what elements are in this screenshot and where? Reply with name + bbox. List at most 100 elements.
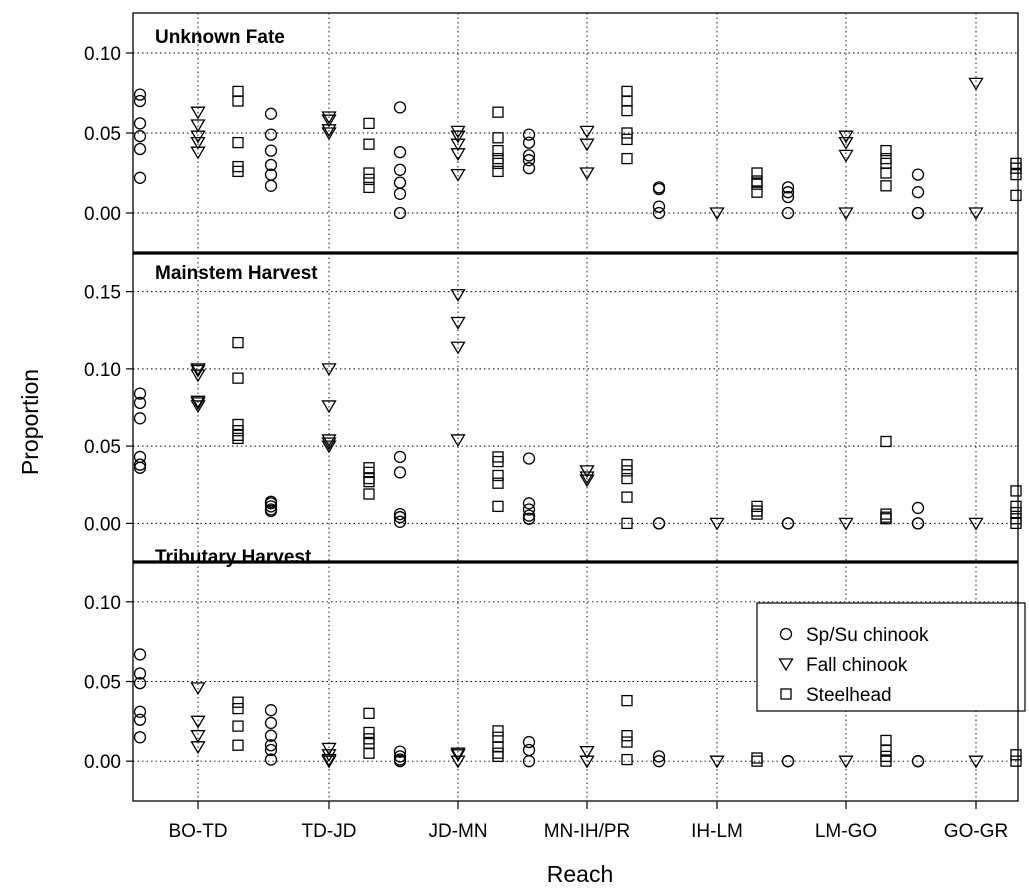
triangle-marker xyxy=(321,749,337,763)
circle-marker xyxy=(781,755,795,768)
triangle-marker xyxy=(579,474,595,488)
circle-marker xyxy=(652,200,666,213)
circle-marker xyxy=(264,753,278,766)
triangle-marker xyxy=(838,130,854,144)
triangle-marker xyxy=(579,465,595,479)
circle-marker xyxy=(522,503,536,516)
circle-marker xyxy=(133,142,147,156)
circle-marker xyxy=(133,667,147,680)
triangle-marker xyxy=(321,742,337,756)
circle-marker xyxy=(522,162,536,175)
circle-marker xyxy=(393,511,407,524)
triangle-marker xyxy=(190,400,206,414)
square-marker xyxy=(492,132,504,144)
circle-marker xyxy=(133,387,147,400)
square-marker xyxy=(621,127,633,139)
circle-marker xyxy=(133,731,147,744)
circle-marker xyxy=(781,206,795,220)
square-marker xyxy=(751,752,763,764)
square-marker xyxy=(363,472,375,485)
circle-marker xyxy=(393,507,407,521)
circle-marker xyxy=(133,461,147,474)
y-tick-label: 0.00 xyxy=(84,514,121,535)
circle-marker xyxy=(264,107,278,120)
triangle-marker xyxy=(321,127,337,141)
square-marker xyxy=(621,694,633,707)
circle-marker xyxy=(522,128,536,141)
square-marker xyxy=(621,459,633,471)
circle-marker xyxy=(264,716,278,730)
circle-marker xyxy=(911,168,925,181)
circle-marker xyxy=(264,504,278,518)
square-marker xyxy=(621,753,633,766)
x-tick-label: IH-LM xyxy=(691,821,743,842)
square-marker xyxy=(1010,189,1022,202)
circle-marker xyxy=(133,94,147,108)
triangle-marker xyxy=(450,316,466,330)
square-marker xyxy=(492,455,504,468)
panel-grid xyxy=(133,13,1018,253)
square-marker xyxy=(1010,162,1022,174)
panel-grid xyxy=(133,253,1018,562)
circle-marker xyxy=(393,515,407,528)
circle-marker xyxy=(393,176,407,189)
triangle-marker xyxy=(450,434,466,448)
square-marker xyxy=(363,181,375,194)
square-marker xyxy=(363,173,375,186)
triangle-marker xyxy=(838,207,854,221)
circle-marker xyxy=(781,517,795,530)
triangle-marker xyxy=(190,682,206,696)
y-axis-title: Proportion xyxy=(17,369,43,475)
triangle-marker xyxy=(778,658,794,672)
square-marker xyxy=(1010,485,1022,497)
triangle-marker xyxy=(190,395,206,409)
triangle-marker xyxy=(321,111,337,125)
circle-marker xyxy=(522,497,536,510)
square-marker xyxy=(232,95,244,107)
triangle-marker xyxy=(709,517,725,531)
circle-marker xyxy=(522,136,536,149)
circle-marker xyxy=(133,713,147,726)
square-marker xyxy=(363,747,375,759)
circle-marker xyxy=(264,729,278,742)
triangle-marker xyxy=(321,434,337,448)
circle-marker xyxy=(781,190,795,204)
circle-marker xyxy=(133,396,147,410)
legend-triangle-icon xyxy=(778,658,794,672)
triangle-marker xyxy=(321,400,337,414)
y-tick-label: 0.05 xyxy=(84,124,121,145)
plot-border xyxy=(132,12,1019,802)
y-tick-label: 0.15 xyxy=(84,283,121,304)
y-tick-label: 0.10 xyxy=(84,360,121,381)
triangle-marker xyxy=(968,77,984,91)
triangle-marker xyxy=(321,755,337,769)
triangle-marker xyxy=(709,755,725,769)
triangle-marker xyxy=(838,517,854,531)
panel-title: Unknown Fate xyxy=(155,27,285,48)
panel-marks xyxy=(133,648,1022,769)
x-tick-label: GO-GR xyxy=(944,821,1008,842)
circle-marker xyxy=(393,101,407,114)
circle-marker xyxy=(264,144,278,157)
square-marker xyxy=(363,466,375,479)
circle-marker xyxy=(652,182,666,196)
square-marker xyxy=(1010,500,1022,513)
circle-marker xyxy=(522,452,536,465)
x-tick-label: LM-GO xyxy=(815,821,877,842)
circle-marker xyxy=(781,186,795,199)
triangle-marker xyxy=(321,363,337,377)
square-marker xyxy=(492,469,504,482)
square-marker xyxy=(880,734,892,747)
square-marker xyxy=(1010,755,1022,767)
triangle-marker xyxy=(321,437,337,451)
square-marker xyxy=(363,726,375,739)
triangle-marker xyxy=(838,136,854,150)
square-marker xyxy=(880,435,892,448)
circle-marker xyxy=(264,739,278,752)
circle-marker xyxy=(133,171,147,184)
panel-title: Tributary Harvest xyxy=(155,547,312,568)
circle-marker xyxy=(393,745,407,758)
panel-marks xyxy=(133,77,1022,221)
square-marker xyxy=(492,477,504,489)
triangle-marker xyxy=(838,149,854,163)
